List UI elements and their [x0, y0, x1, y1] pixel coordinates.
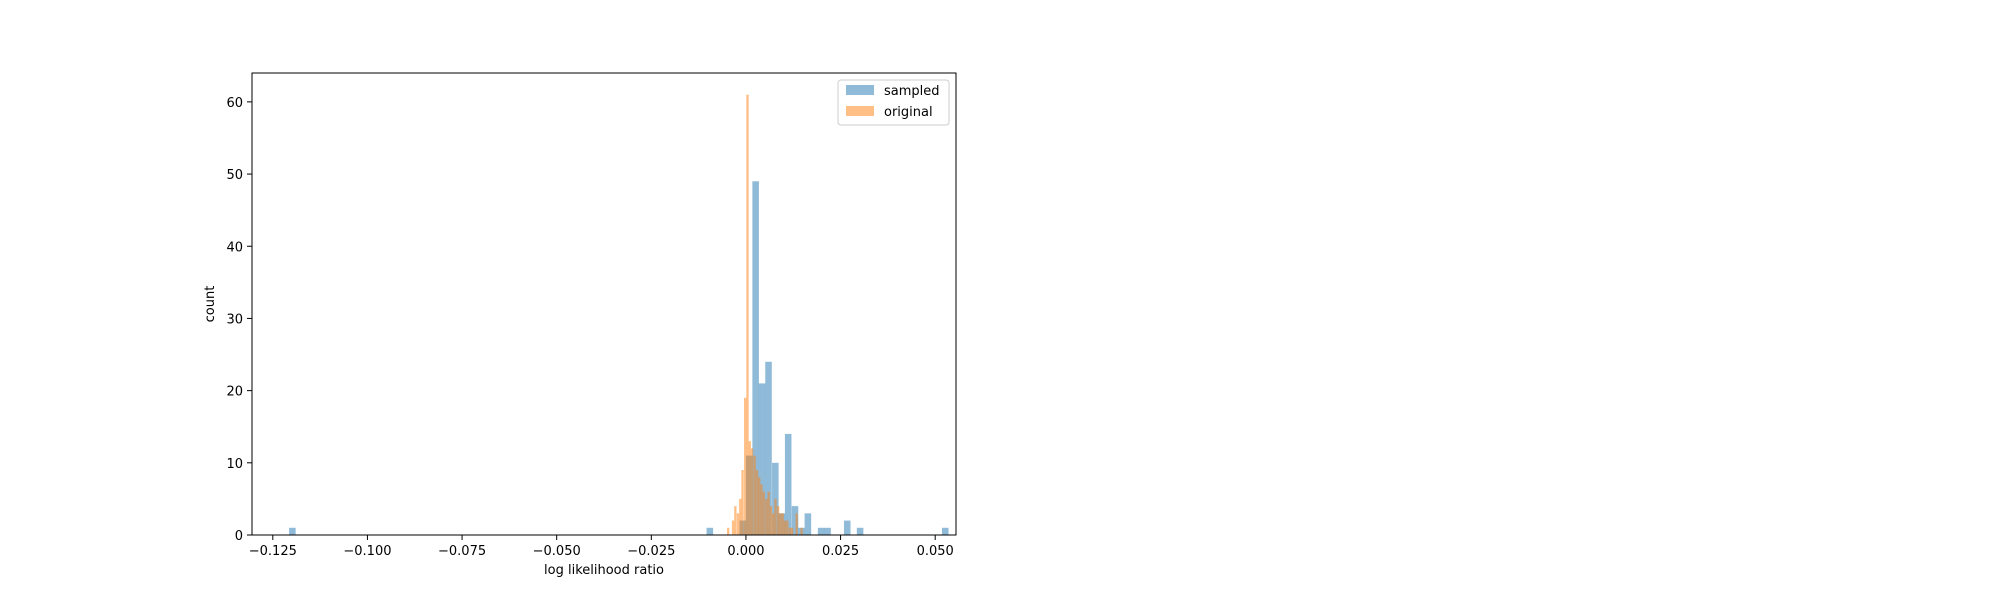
y-tick-label: 0 [235, 529, 243, 544]
bar-sampled-5 [758, 383, 766, 535]
x-tick-label: −0.125 [249, 544, 297, 559]
plot-area-background [252, 73, 956, 535]
x-axis-label: log likelihood ratio [544, 563, 664, 578]
bar-original-23 [781, 513, 784, 535]
bar-original-12 [755, 470, 759, 535]
bar-sampled-0 [289, 527, 296, 535]
bar-original-31 [800, 527, 803, 535]
bar-sampled-6 [765, 361, 772, 535]
bar-original-10 [750, 448, 754, 535]
y-tick-label: 40 [226, 240, 243, 255]
legend-swatch-original [846, 106, 874, 116]
bar-original-17 [767, 491, 770, 535]
bar-original-21 [776, 506, 780, 535]
x-tick-label: 0.025 [822, 544, 859, 559]
bar-original-27 [790, 527, 794, 535]
bar-original-6 [741, 470, 744, 535]
bar-original-2 [731, 520, 735, 535]
bar-original-16 [765, 498, 768, 535]
y-tick-label: 60 [226, 96, 243, 111]
legend-label-original: original [884, 105, 933, 120]
bar-original-19 [772, 513, 775, 535]
bar-original-7 [744, 397, 747, 535]
bar-original-5 [739, 498, 742, 535]
bar-sampled-17 [941, 527, 949, 535]
bars-layer [289, 94, 949, 535]
bar-original-24 [783, 520, 787, 535]
x-axis-ticks: −0.125 −0.100 −0.075 −0.050 −0.025 0.000 0.025… [249, 535, 954, 559]
bar-original-29 [795, 513, 798, 535]
bar-original-18 [769, 506, 773, 535]
bar-original-14 [760, 484, 763, 535]
legend: sampled original [837, 79, 950, 126]
y-axis-ticks: 0 10 20 30 40 50 60 [226, 96, 252, 544]
x-tick-label: 0.050 [917, 544, 954, 559]
x-tick-label: −0.025 [627, 544, 675, 559]
y-axis-label: count [203, 286, 218, 323]
y-tick-label: 10 [226, 457, 243, 472]
bar-original-22 [779, 513, 782, 535]
bar-original-0 [727, 527, 730, 535]
x-tick-label: −0.075 [438, 544, 486, 559]
series-original [727, 94, 803, 535]
bar-sampled-16 [856, 527, 864, 535]
bar-original-9 [748, 441, 751, 535]
x-tick-label: −0.100 [343, 544, 391, 559]
bar-original-15 [762, 491, 765, 535]
bar-original-11 [753, 455, 756, 535]
plot-frame [251, 72, 957, 536]
y-tick-label: 50 [226, 168, 243, 183]
bar-sampled-15 [843, 520, 851, 535]
legend-swatch-sampled [846, 85, 874, 95]
legend-label-sampled: sampled [884, 84, 940, 99]
bar-sampled-1 [706, 527, 714, 535]
bar-original-3 [734, 506, 737, 535]
bar-sampled-4 [752, 181, 759, 535]
y-tick-label: 30 [226, 312, 243, 327]
bar-original-13 [758, 477, 761, 535]
bar-sampled-14 [824, 527, 831, 535]
x-tick-label: 0.000 [727, 544, 764, 559]
bar-sampled-10 [791, 506, 799, 535]
bar-sampled-13 [817, 527, 825, 535]
bar-original-20 [774, 498, 777, 535]
bar-sampled-12 [804, 513, 812, 535]
y-tick-label: 20 [226, 385, 243, 400]
x-tick-label: −0.050 [533, 544, 581, 559]
bar-sampled-9 [784, 433, 792, 535]
bar-original-8 [746, 94, 749, 535]
bar-original-25 [786, 520, 789, 535]
bar-original-26 [788, 527, 792, 535]
bar-original-4 [736, 513, 740, 535]
